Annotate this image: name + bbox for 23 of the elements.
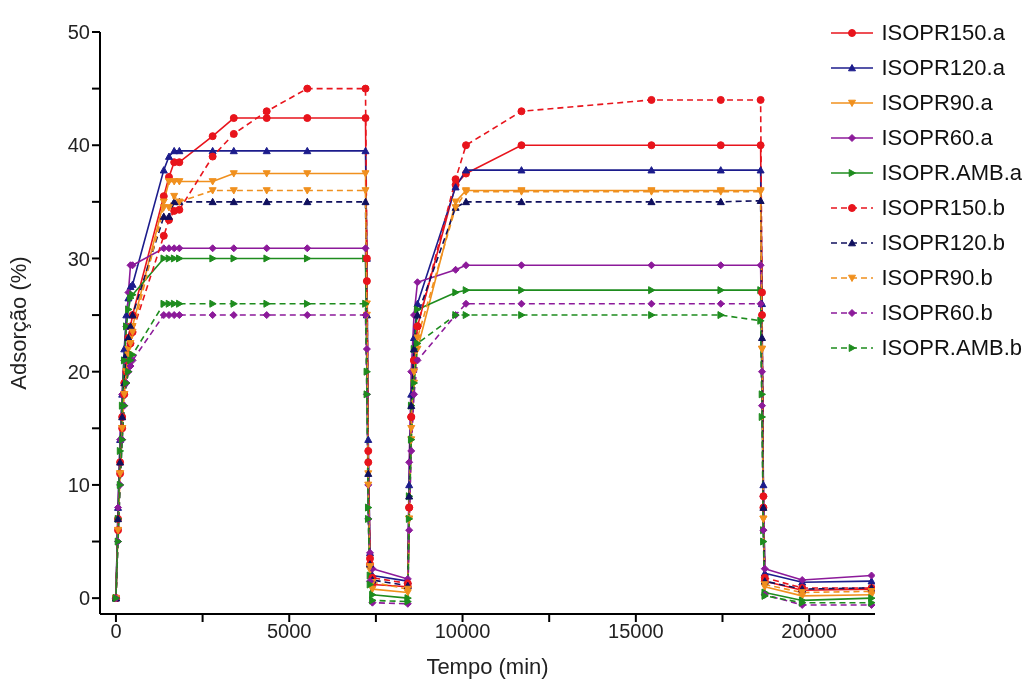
x-tick-label: 0 [110,620,122,643]
legend-label: ISOPR90.a [881,89,993,116]
y-tick-label: 20 [67,360,90,383]
legend-label: ISOPR.AMB.a [881,159,1022,186]
y-tick-label: 40 [67,134,90,157]
legend-label: ISOPR150.b [881,194,1005,221]
legend-label: ISOPR90.b [881,264,993,291]
x-tick-label: 20000 [781,620,837,643]
x-axis-title: Tempo (min) [426,654,549,679]
legend-label: ISOPR60.a [881,124,993,151]
y-tick-label: 0 [78,587,90,610]
legend-label: ISOPR120.b [881,229,1005,256]
y-tick-label: 50 [67,21,90,44]
x-tick-label: 15000 [608,620,664,643]
legend-label: ISOPR150.a [881,19,1005,46]
legend-label: ISOPR.AMB.b [881,334,1022,361]
x-tick-label: 5000 [266,620,312,643]
legend-label: ISOPR120.a [881,54,1005,81]
y-axis-title: Adsorção (%) [5,256,31,390]
y-tick-label: 10 [67,474,90,497]
x-tick-label: 10000 [434,620,491,643]
y-tick-label: 30 [67,247,90,270]
legend-label: ISOPR60.b [881,299,993,326]
